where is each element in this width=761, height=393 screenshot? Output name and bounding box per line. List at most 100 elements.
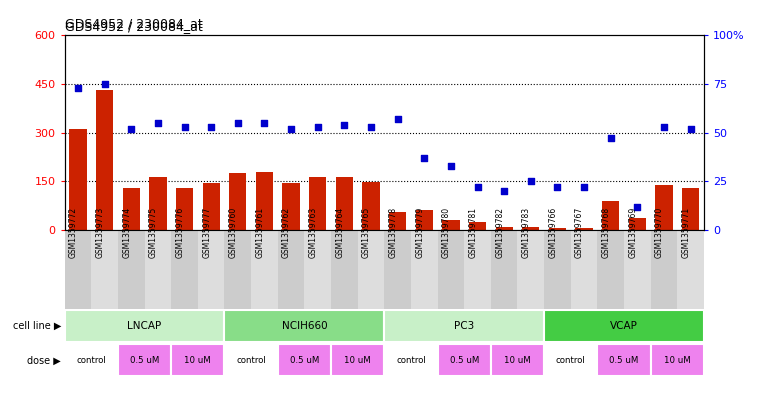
- Text: GSM1359768: GSM1359768: [602, 207, 610, 258]
- Bar: [651, 345, 704, 376]
- Text: GSM1359762: GSM1359762: [282, 207, 291, 258]
- Bar: [389, 212, 406, 230]
- Point: [365, 124, 377, 130]
- Bar: [491, 345, 544, 376]
- Bar: [597, 345, 651, 376]
- Point: [98, 81, 111, 87]
- Bar: [624, 230, 651, 309]
- Point: [498, 188, 510, 194]
- Bar: [384, 345, 438, 376]
- Bar: [224, 310, 384, 342]
- Bar: [469, 222, 486, 230]
- Text: control: control: [396, 356, 426, 365]
- Bar: [304, 230, 331, 309]
- Point: [205, 124, 218, 130]
- Text: LNCAP: LNCAP: [127, 321, 162, 331]
- Text: GSM1359783: GSM1359783: [522, 207, 530, 258]
- Point: [312, 124, 324, 130]
- Text: GSM1359770: GSM1359770: [655, 207, 664, 258]
- Bar: [278, 230, 304, 309]
- Bar: [149, 177, 167, 230]
- Text: GSM1359772: GSM1359772: [69, 207, 78, 258]
- Bar: [571, 230, 597, 309]
- Text: control: control: [556, 356, 586, 365]
- Point: [631, 204, 643, 210]
- Text: GSM1359767: GSM1359767: [575, 207, 584, 258]
- Text: GSM1359766: GSM1359766: [549, 207, 557, 258]
- Text: 10 uM: 10 uM: [504, 356, 531, 365]
- Point: [391, 116, 403, 122]
- Point: [578, 184, 590, 190]
- Bar: [575, 228, 593, 230]
- Point: [604, 135, 616, 141]
- Point: [125, 126, 137, 132]
- Bar: [651, 230, 677, 309]
- Bar: [438, 230, 464, 309]
- Bar: [358, 230, 384, 309]
- Point: [551, 184, 563, 190]
- Text: control: control: [236, 356, 266, 365]
- Text: GSM1359773: GSM1359773: [96, 207, 104, 258]
- Text: GDS4952 / 230084_at: GDS4952 / 230084_at: [65, 17, 202, 30]
- Bar: [331, 230, 358, 309]
- Text: 0.5 uM: 0.5 uM: [450, 356, 479, 365]
- Bar: [597, 230, 624, 309]
- Bar: [118, 345, 171, 376]
- Bar: [544, 310, 704, 342]
- Text: cell line ▶: cell line ▶: [12, 321, 61, 331]
- Text: GSM1359769: GSM1359769: [629, 207, 637, 258]
- Bar: [198, 230, 224, 309]
- Bar: [176, 188, 193, 230]
- Point: [258, 120, 271, 126]
- Bar: [655, 184, 673, 230]
- Text: GSM1359761: GSM1359761: [256, 207, 265, 258]
- Bar: [224, 345, 278, 376]
- Point: [471, 184, 484, 190]
- Bar: [229, 173, 247, 230]
- Point: [684, 126, 696, 132]
- Bar: [336, 177, 353, 230]
- Bar: [331, 345, 384, 376]
- Text: GSM1359777: GSM1359777: [202, 207, 211, 258]
- Point: [231, 120, 244, 126]
- Bar: [224, 230, 251, 309]
- Text: PC3: PC3: [454, 321, 474, 331]
- Bar: [65, 310, 224, 342]
- Bar: [171, 230, 198, 309]
- Point: [178, 124, 190, 130]
- Point: [338, 122, 350, 128]
- Bar: [256, 172, 273, 230]
- Bar: [202, 183, 220, 230]
- Text: 10 uM: 10 uM: [344, 356, 371, 365]
- Text: GSM1359765: GSM1359765: [362, 207, 371, 258]
- Bar: [442, 220, 460, 230]
- Point: [285, 126, 297, 132]
- Bar: [438, 345, 491, 376]
- Text: NCIH660: NCIH660: [282, 321, 327, 331]
- Bar: [682, 188, 699, 230]
- Text: GSM1359771: GSM1359771: [682, 207, 690, 258]
- Text: GSM1359781: GSM1359781: [469, 207, 478, 258]
- Bar: [677, 230, 704, 309]
- Text: GSM1359774: GSM1359774: [123, 207, 131, 258]
- Bar: [544, 345, 597, 376]
- Point: [151, 120, 164, 126]
- Bar: [251, 230, 278, 309]
- Bar: [384, 230, 411, 309]
- Text: GSM1359782: GSM1359782: [495, 207, 504, 258]
- Bar: [282, 183, 300, 230]
- Bar: [416, 210, 433, 230]
- Bar: [65, 230, 91, 309]
- Point: [72, 85, 84, 91]
- Bar: [549, 228, 566, 230]
- Text: GSM1359780: GSM1359780: [442, 207, 451, 258]
- Text: dose ▶: dose ▶: [27, 355, 61, 365]
- Bar: [384, 310, 544, 342]
- Point: [658, 124, 670, 130]
- Text: 0.5 uM: 0.5 uM: [130, 356, 159, 365]
- Bar: [362, 182, 380, 230]
- Bar: [91, 230, 118, 309]
- Bar: [522, 227, 540, 230]
- Bar: [491, 230, 517, 309]
- Point: [444, 163, 457, 169]
